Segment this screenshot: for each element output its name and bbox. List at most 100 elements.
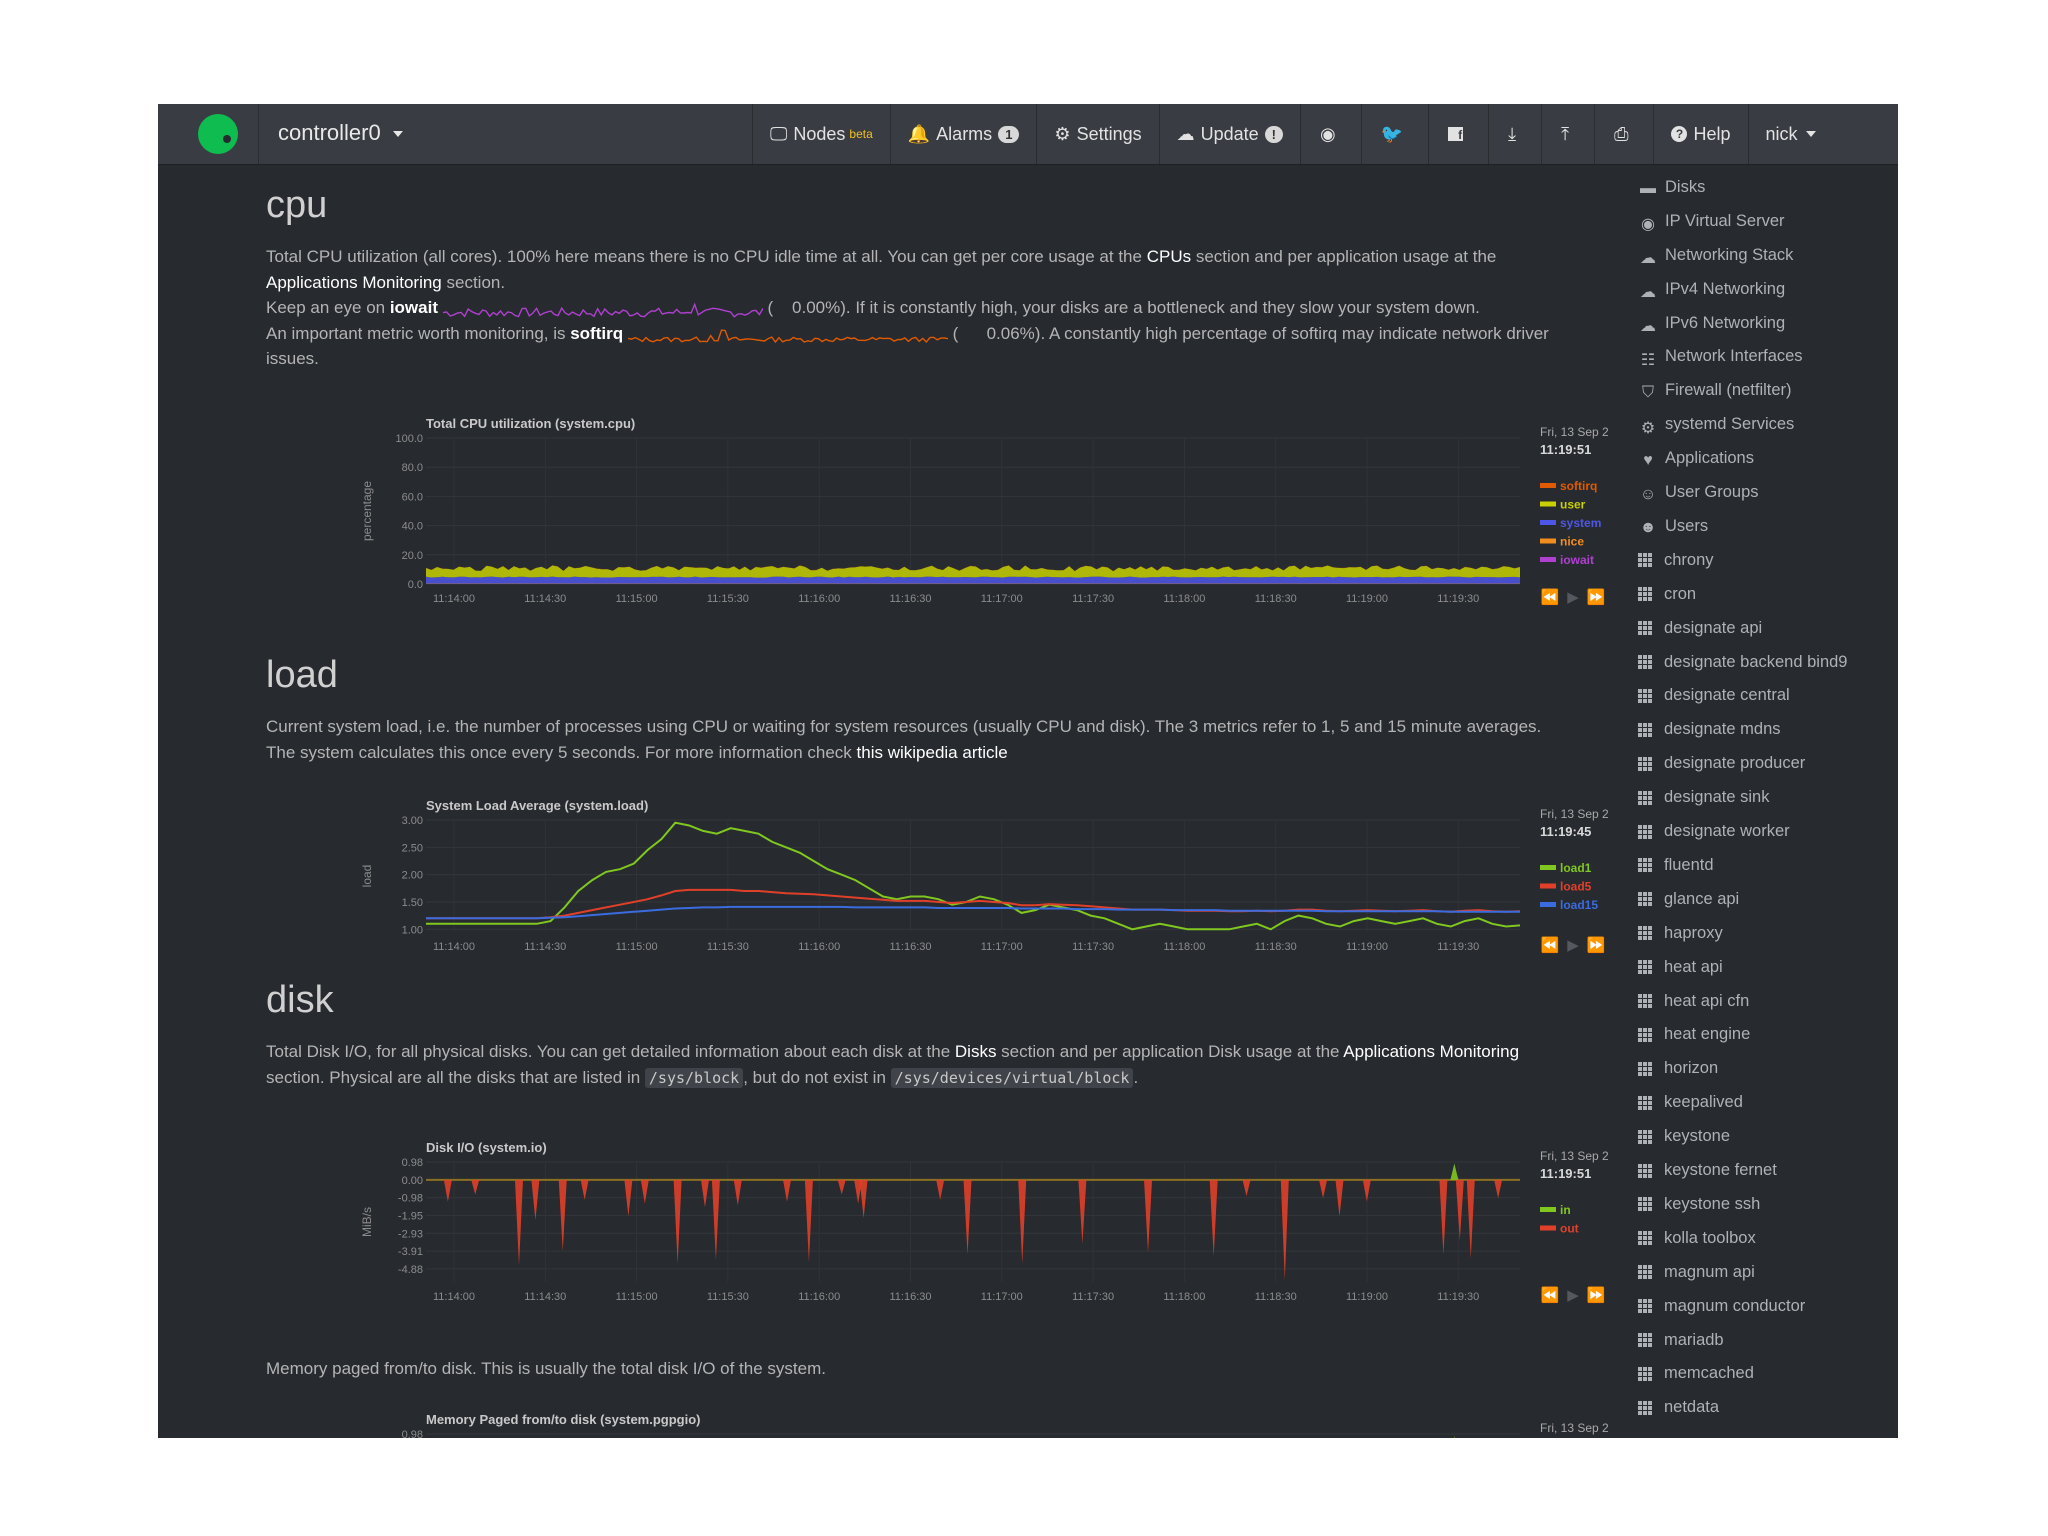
legend-out[interactable]: out bbox=[1560, 1222, 1579, 1236]
sidebar-item-user-groups[interactable]: ☺ User Groups bbox=[1638, 483, 1759, 503]
hostname-dropdown[interactable]: controller0 bbox=[278, 120, 403, 146]
pan-right-icon[interactable]: ⏩ bbox=[1587, 588, 1606, 606]
netdata-logo-icon[interactable] bbox=[198, 114, 238, 154]
sidebar-item-cron[interactable]: cron bbox=[1638, 585, 1696, 604]
legend-load5[interactable]: load5 bbox=[1560, 880, 1592, 894]
play-icon[interactable]: ▶ bbox=[1567, 1286, 1579, 1304]
line-load15 bbox=[426, 905, 1520, 920]
play-icon[interactable]: ▶ bbox=[1567, 588, 1579, 606]
grid-icon bbox=[1638, 1400, 1654, 1415]
nav-alarms-label: Alarms bbox=[936, 123, 993, 144]
sidebar-item-keystone[interactable]: keystone bbox=[1638, 1127, 1730, 1146]
nav-github[interactable]: ◉ bbox=[1300, 104, 1361, 164]
load-chart[interactable]: System Load Average (system.load) load 3.0… bbox=[158, 798, 1608, 978]
play-icon[interactable]: ▶ bbox=[1567, 936, 1579, 954]
memory-paged-chart[interactable]: Memory Paged from/to disk (system.pgpgio… bbox=[158, 1396, 1608, 1438]
pan-left-icon[interactable]: ⏪ bbox=[1541, 936, 1560, 954]
sidebar-item-mariadb[interactable]: mariadb bbox=[1638, 1331, 1724, 1350]
sidebar-item-designate-api[interactable]: designate api bbox=[1638, 619, 1762, 638]
sidebar-item-applications[interactable]: ♥ Applications bbox=[1638, 449, 1754, 469]
gear-icon: ⚙ bbox=[1054, 123, 1071, 144]
legend-load15[interactable]: load15 bbox=[1560, 898, 1598, 912]
applications-monitoring-link[interactable]: Applications Monitoring bbox=[266, 272, 442, 292]
grid-icon bbox=[1638, 1061, 1654, 1076]
spike-out bbox=[1362, 1179, 1371, 1202]
nav-nodes[interactable]: 🖵 Nodes beta bbox=[752, 104, 890, 164]
pan-right-icon[interactable]: ⏩ bbox=[1587, 936, 1606, 954]
sidebar-item-magnum-api[interactable]: magnum api bbox=[1638, 1263, 1755, 1282]
grid-icon bbox=[1638, 587, 1654, 602]
sidebar-item-fluentd[interactable]: fluentd bbox=[1638, 856, 1714, 875]
legend-softirq[interactable]: softirq bbox=[1560, 479, 1597, 493]
sidebar-item-keystone-fernet[interactable]: keystone fernet bbox=[1638, 1161, 1777, 1180]
grid-icon bbox=[1638, 1299, 1654, 1314]
legend-user[interactable]: user bbox=[1560, 498, 1586, 512]
sidebar-item-designate-sink[interactable]: designate sink bbox=[1638, 788, 1770, 807]
pan-right-icon[interactable]: ⏩ bbox=[1587, 1286, 1606, 1304]
legend-in[interactable]: in bbox=[1560, 1203, 1571, 1217]
nav-facebook[interactable]: f bbox=[1428, 104, 1488, 164]
sitemap-icon: ☷ bbox=[1640, 351, 1656, 369]
sidebar-item-ipv4-networking[interactable]: ☁ IPv4 Networking bbox=[1638, 280, 1785, 302]
x-tick-label: 11:14:00 bbox=[433, 1291, 475, 1303]
sidebar-item-ip-virtual-server[interactable]: ◉ IP Virtual Server bbox=[1638, 212, 1785, 234]
sidebar-item-keystone-ssh[interactable]: keystone ssh bbox=[1638, 1195, 1760, 1214]
grid-icon bbox=[1638, 688, 1654, 703]
wikipedia-link[interactable]: this wikipedia article bbox=[856, 742, 1008, 762]
pan-left-icon[interactable]: ⏪ bbox=[1541, 1286, 1560, 1304]
applications-monitoring-link[interactable]: Applications Monitoring bbox=[1343, 1042, 1520, 1061]
grid-icon bbox=[1638, 655, 1654, 669]
nav-settings[interactable]: ⚙ Settings bbox=[1036, 104, 1158, 164]
sidebar-item-label: magnum api bbox=[1664, 1262, 1755, 1281]
sidebar-item-ipv6-networking[interactable]: ☁ IPv6 Networking bbox=[1638, 314, 1785, 336]
sidebar-item-heat-engine[interactable]: heat engine bbox=[1638, 1025, 1750, 1044]
nav-alarms[interactable]: 🔔 Alarms 1 bbox=[889, 104, 1037, 164]
load-text: Current system load, i.e. the number of … bbox=[266, 717, 1542, 762]
nav-print[interactable]: ⎙ bbox=[1594, 104, 1653, 164]
cpu-chart[interactable]: Total CPU utilization (system.cpu) percen… bbox=[158, 404, 1608, 634]
cpus-link[interactable]: CPUs bbox=[1146, 247, 1192, 266]
legend-nice[interactable]: nice bbox=[1560, 535, 1584, 549]
sidebar-item-designate-worker[interactable]: designate worker bbox=[1638, 822, 1790, 841]
nav-download[interactable]: ⤓ bbox=[1488, 104, 1541, 164]
sidebar-item-users[interactable]: ☻ Users bbox=[1638, 517, 1709, 537]
sidebar-item-systemd-services[interactable]: ⚙ systemd Services bbox=[1638, 415, 1794, 437]
sidebar-item-chrony[interactable]: chrony bbox=[1638, 551, 1714, 570]
nav-upload[interactable]: ⤒ bbox=[1541, 104, 1594, 164]
legend-iowait[interactable]: iowait bbox=[1560, 553, 1594, 567]
sidebar-item-firewall-netfilter[interactable]: ⛉ Firewall (netfilter) bbox=[1638, 381, 1792, 401]
pan-left-icon[interactable]: ⏪ bbox=[1541, 588, 1560, 606]
sidebar-item-designate-central[interactable]: designate central bbox=[1638, 686, 1790, 705]
sidebar-item-horizon[interactable]: horizon bbox=[1638, 1059, 1718, 1078]
sidebar-item-heat-api[interactable]: heat api bbox=[1638, 958, 1723, 977]
sidebar-item-label: Disks bbox=[1665, 177, 1706, 196]
legend-load1[interactable]: load1 bbox=[1560, 861, 1592, 875]
disk-io-chart[interactable]: Disk I/O (system.io) MiB/s 0.98 0.00 -0.98 -1… bbox=[158, 1122, 1608, 1352]
nav-help[interactable]: ? Help bbox=[1653, 104, 1747, 164]
sidebar-item-designate-mdns[interactable]: designate mdns bbox=[1638, 720, 1781, 739]
sidebar-item-designate-backend-bind9[interactable]: designate backend bind9 bbox=[1638, 653, 1847, 672]
sidebar-item-glance-api[interactable]: glance api bbox=[1638, 890, 1739, 909]
legend-system[interactable]: system bbox=[1560, 516, 1601, 530]
disks-link[interactable]: Disks bbox=[954, 1042, 997, 1061]
y-axis-label: MiB/s bbox=[360, 1207, 374, 1237]
sidebar-item-haproxy[interactable]: haproxy bbox=[1638, 924, 1723, 943]
sidebar-item-keepalived[interactable]: keepalived bbox=[1638, 1093, 1743, 1112]
sidebar-item-heat-api-cfn[interactable]: heat api cfn bbox=[1638, 992, 1749, 1011]
nav-twitter[interactable]: 🐦 bbox=[1360, 104, 1428, 164]
sidebar-item-network-interfaces[interactable]: ☷ Network Interfaces bbox=[1638, 347, 1803, 369]
sidebar-item-magnum-conductor[interactable]: magnum conductor bbox=[1638, 1297, 1805, 1316]
spike-out bbox=[783, 1179, 792, 1202]
sidebar-item-label: designate backend bind9 bbox=[1664, 652, 1848, 671]
nav-user[interactable]: nick bbox=[1747, 104, 1833, 164]
sidebar-item-networking-stack[interactable]: ☁ Networking Stack bbox=[1638, 246, 1793, 268]
legend-swatch bbox=[1540, 883, 1556, 889]
sidebar-item-kolla-toolbox[interactable]: kolla toolbox bbox=[1638, 1229, 1756, 1248]
sidebar-item-disks[interactable]: ▬ Disks bbox=[1638, 177, 1706, 198]
y-tick-label: 80.0 bbox=[402, 462, 423, 474]
sidebar-item-designate-producer[interactable]: designate producer bbox=[1638, 754, 1805, 773]
sidebar-item-memcached[interactable]: memcached bbox=[1638, 1364, 1754, 1383]
sidebar-item-netdata[interactable]: netdata bbox=[1638, 1398, 1719, 1417]
nav-update[interactable]: ☁ Update! bbox=[1158, 104, 1300, 164]
spike-out bbox=[700, 1179, 709, 1208]
